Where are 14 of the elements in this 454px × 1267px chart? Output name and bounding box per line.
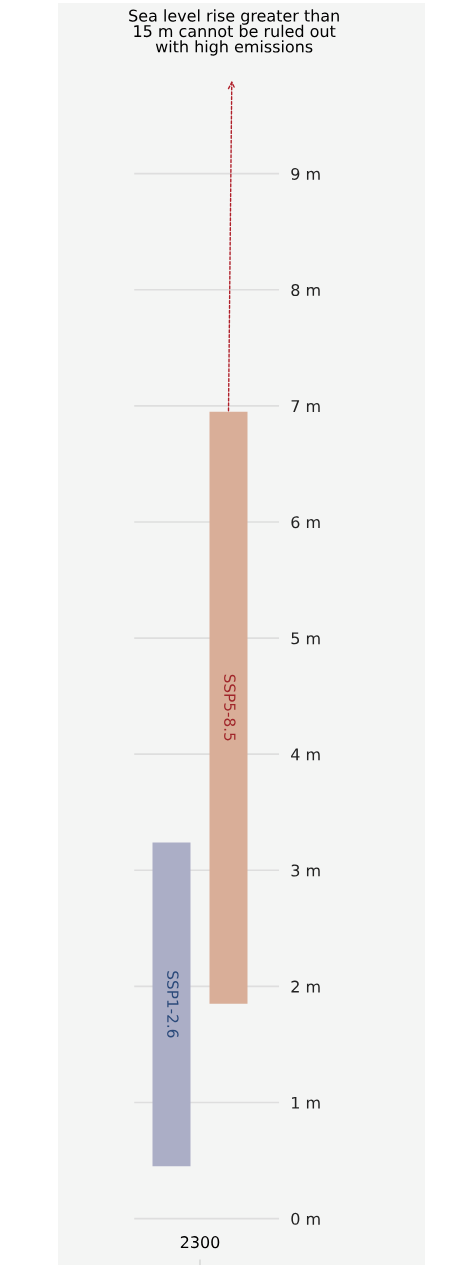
y-tick-label: 7 m: [291, 400, 320, 412]
annotation: Sea level rise greater than 15 m cannot be ruled out with high emissions: [129, 9, 339, 56]
y-tick-label: 1 m: [292, 1096, 320, 1109]
y-tick-label: 6 m: [291, 516, 320, 529]
series-label: SSP5-8.5: [224, 674, 236, 741]
y-tick-label: 0 m: [291, 1212, 320, 1225]
y-tick-label: 3 m: [291, 864, 320, 877]
y-tick-label: 8 m: [291, 283, 320, 297]
series-label: SSP1-2.6: [167, 971, 179, 1038]
y-tick-label: 4 m: [291, 748, 320, 761]
y-tick-label: 9 m: [291, 167, 320, 180]
y-tick-label: 5 m: [291, 632, 320, 645]
y-tick-label: 2 m: [291, 980, 320, 993]
x-tick-label: 2300: [180, 1236, 220, 1249]
